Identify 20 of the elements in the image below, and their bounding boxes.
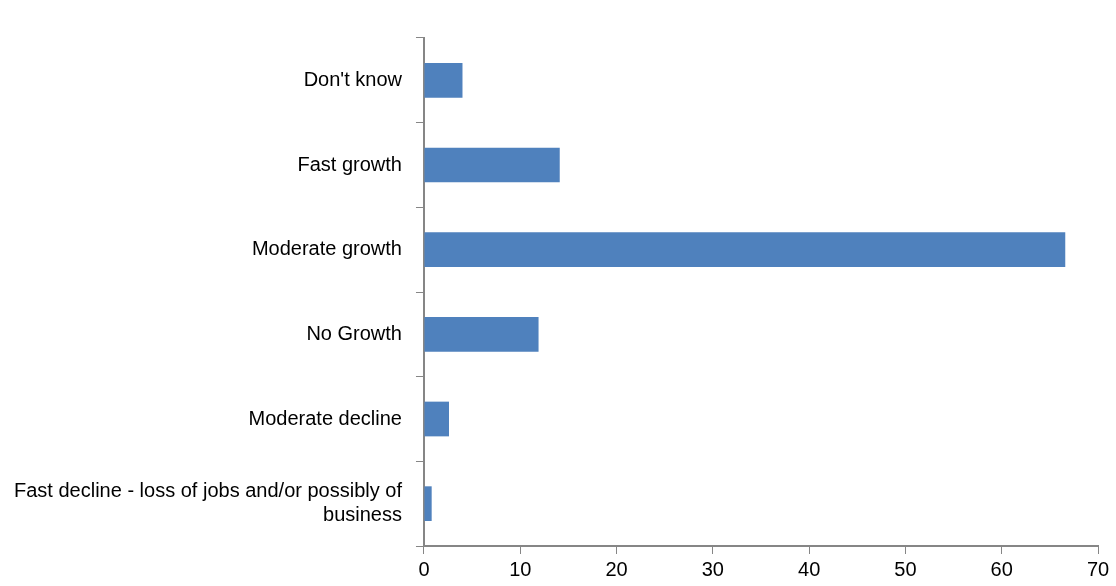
y-tick-label: Moderate growth (251, 237, 402, 260)
x-tick-label: 70 (1086, 557, 1110, 580)
x-tick-label: 10 (509, 557, 532, 580)
bar (424, 401, 449, 437)
y-tick-label: No Growth (306, 321, 402, 344)
bar (424, 147, 560, 183)
x-tick-label: 60 (990, 557, 1013, 580)
bar (424, 316, 539, 352)
x-tick-label: 20 (605, 557, 628, 580)
x-tick-label: 30 (701, 557, 724, 580)
y-tick-label: Don't know (303, 67, 403, 90)
x-tick-label: 50 (894, 557, 917, 580)
y-tick-label: Moderate decline (248, 406, 402, 429)
bar (424, 486, 432, 522)
x-tick-label: 40 (798, 557, 821, 580)
y-tick-label: Fast growth (297, 152, 402, 175)
bar (424, 62, 463, 98)
x-tick-label: 0 (418, 557, 430, 580)
bar (424, 232, 1066, 268)
y-tick-label: Fast decline - loss of jobs and/or possibly of business (14, 479, 403, 526)
